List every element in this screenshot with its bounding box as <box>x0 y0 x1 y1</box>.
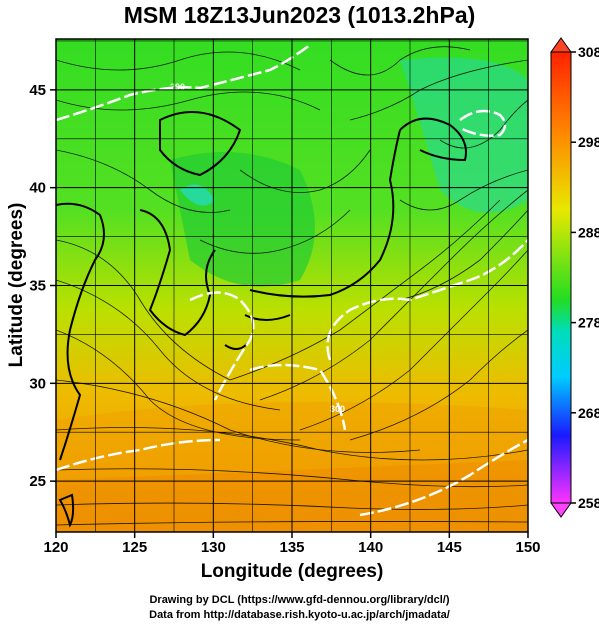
contour-label-290: 290 <box>170 82 185 92</box>
x-tick-label: 130 <box>201 539 226 556</box>
y-tick-label: 30 <box>29 375 46 392</box>
x-tick-label: 145 <box>437 539 462 556</box>
y-tick-label: 45 <box>29 82 46 99</box>
x-axis-title: Longitude (degrees) <box>201 561 384 582</box>
y-tick-label: 40 <box>29 180 46 197</box>
credit-drawing: Drawing by DCL (https://www.gfd-dennou.o… <box>149 594 450 606</box>
colorbar-tick-label: 288 <box>578 224 599 240</box>
colorbar-bar <box>550 51 572 504</box>
colorbar-tick-label: 258 <box>578 495 599 511</box>
colorbar: 308 298 288 278 268 258 <box>550 37 599 518</box>
coastlines <box>56 111 467 528</box>
colorbar-tick-label: 278 <box>578 315 599 331</box>
x-tick-label: 140 <box>358 539 383 556</box>
x-tick-label: 125 <box>122 539 147 556</box>
y-tick-label: 25 <box>29 473 46 490</box>
credit-data: Data from http://database.rish.kyoto-u.a… <box>149 609 450 621</box>
y-tick-label: 35 <box>29 278 46 295</box>
y-axis: 25 30 35 40 45 <box>29 82 56 490</box>
contour-label-300: 300 <box>330 404 345 414</box>
x-tick-label: 150 <box>515 539 540 556</box>
x-tick-label: 120 <box>43 539 68 556</box>
contour-labels: 290 300 <box>170 82 345 414</box>
y-axis-title: Latitude (degrees) <box>6 203 27 368</box>
colorbar-top-arrow <box>550 37 572 53</box>
colorbar-ticks: 308 298 288 278 268 258 <box>571 44 599 511</box>
colorbar-tick-label: 308 <box>578 44 599 60</box>
x-tick-label: 135 <box>279 539 304 556</box>
x-axis: 120 125 130 135 140 145 150 <box>43 532 541 556</box>
chart-title: MSM 18Z13Jun2023 (1013.2hPa) <box>123 2 476 28</box>
colorbar-bottom-arrow <box>550 502 572 518</box>
colorbar-tick-label: 298 <box>578 134 599 150</box>
colorbar-tick-label: 268 <box>578 405 599 421</box>
